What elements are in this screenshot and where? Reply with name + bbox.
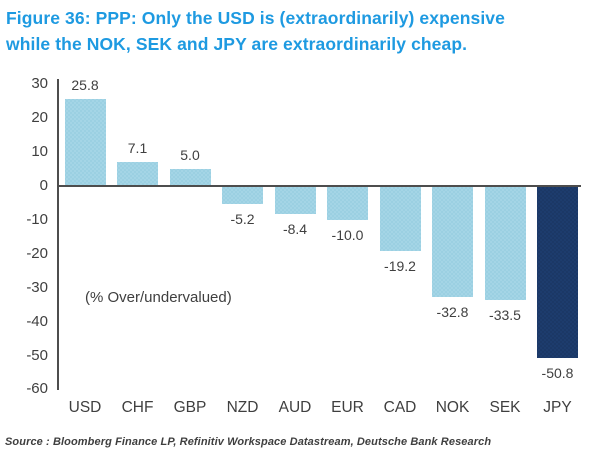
y-axis-tick-label: 10 bbox=[31, 143, 48, 161]
y-axis-tick-label: -10 bbox=[26, 210, 48, 228]
x-axis-label-usd: USD bbox=[68, 399, 102, 416]
y-axis-tick-label: -60 bbox=[26, 380, 48, 398]
x-axis-label-sek: SEK bbox=[489, 399, 521, 416]
x-axis-label-eur: EUR bbox=[331, 399, 364, 416]
figure-title-line2: while the NOK, SEK and JPY are extraordi… bbox=[6, 34, 468, 54]
axis-unit-annotation: (% Over/undervalued) bbox=[85, 289, 232, 306]
y-axis-tick-label: -40 bbox=[26, 312, 48, 330]
figure-title: Figure 36: PPP: Only the USD is (extraor… bbox=[6, 5, 602, 57]
value-label-aud: -8.4 bbox=[282, 221, 308, 238]
y-axis-tick-label: 20 bbox=[31, 109, 48, 127]
y-axis-tick-label: -50 bbox=[26, 346, 48, 364]
value-label-chf: 7.1 bbox=[127, 139, 148, 156]
bar-cad bbox=[379, 186, 421, 252]
bar-nok bbox=[432, 186, 473, 298]
value-label-sek: -33.5 bbox=[489, 306, 521, 323]
x-axis-label-cad: CAD bbox=[383, 399, 417, 416]
value-label-usd: 25.8 bbox=[71, 76, 99, 93]
value-label-gbp: 5.0 bbox=[180, 147, 200, 164]
bar-usd bbox=[64, 98, 106, 186]
y-axis-tick-label: -20 bbox=[26, 244, 48, 262]
y-axis-tick-label: 30 bbox=[31, 75, 48, 93]
value-label-nok: -32.8 bbox=[436, 304, 469, 321]
source-note: Source : Bloomberg Finance LP, Refinitiv… bbox=[5, 436, 492, 448]
x-axis-label-nzd: NZD bbox=[226, 399, 259, 416]
value-label-cad: -19.2 bbox=[384, 258, 416, 275]
bar-gbp bbox=[169, 169, 211, 186]
value-label-eur: -10.0 bbox=[331, 226, 364, 243]
value-label-jpy: -50.8 bbox=[541, 365, 574, 382]
value-label-nzd: -5.2 bbox=[230, 210, 255, 227]
bar-jpy bbox=[537, 186, 578, 359]
y-axis-line bbox=[57, 79, 59, 390]
x-axis-label-jpy: JPY bbox=[543, 399, 572, 416]
bar-chf bbox=[117, 161, 158, 186]
bar-eur bbox=[327, 186, 368, 220]
x-axis-label-gbp: GBP bbox=[173, 399, 207, 416]
x-axis-label-nok: NOK bbox=[435, 399, 470, 416]
y-axis-tick-label: 0 bbox=[39, 177, 48, 194]
x-axis-label-chf: CHF bbox=[121, 399, 154, 416]
zero-baseline bbox=[57, 185, 581, 187]
bar-sek bbox=[484, 186, 526, 300]
bar-aud bbox=[274, 186, 316, 215]
figure-title-line1: Figure 36: PPP: Only the USD is (extraor… bbox=[6, 8, 505, 28]
x-axis-label-aud: AUD bbox=[278, 399, 312, 416]
y-axis-tick-label: -30 bbox=[26, 278, 48, 296]
bar-nzd bbox=[222, 186, 263, 204]
